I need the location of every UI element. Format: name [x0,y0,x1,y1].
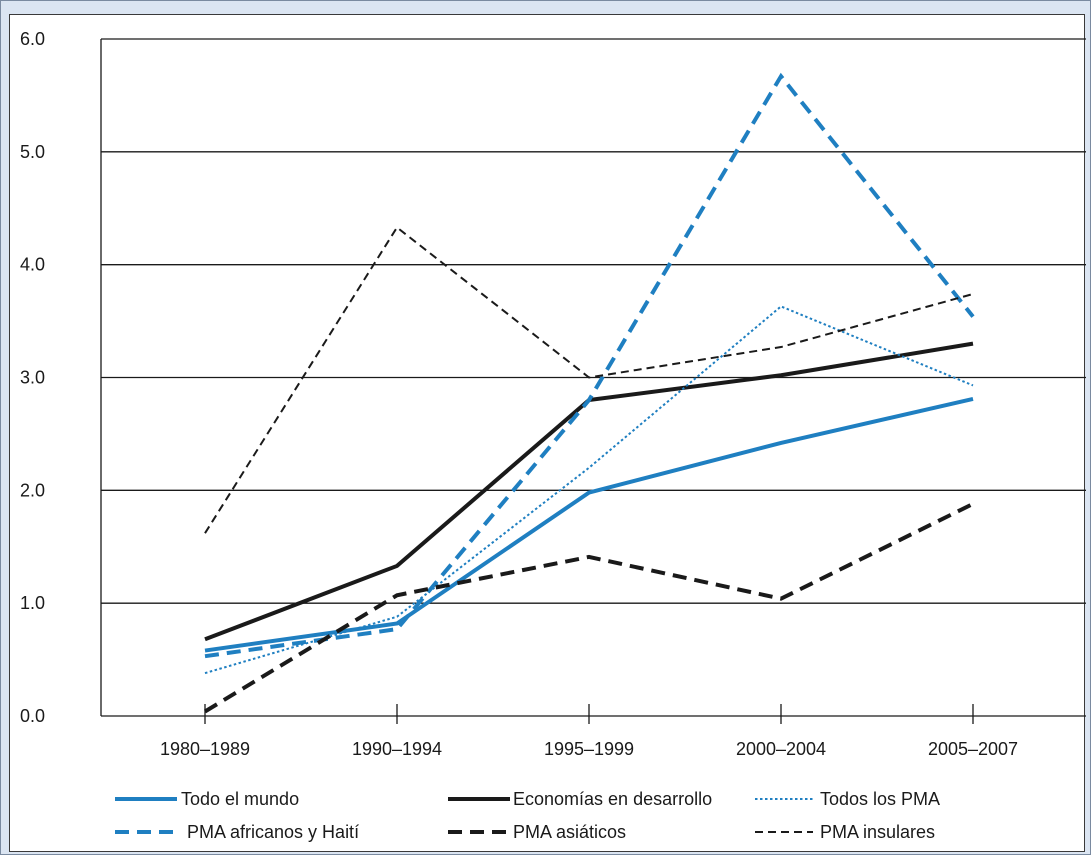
chart-panel: 0.0 1.0 2.0 3.0 4.0 5.0 6.0 1980–1989 1990–1994… [9,14,1086,852]
y-tick-label: 0.0 [20,706,45,726]
series-line-3 [204,72,975,659]
legend-label: PMA insulares [820,822,935,842]
line-chart: 0.0 1.0 2.0 3.0 4.0 5.0 6.0 1980–1989 1990–1994… [20,29,1086,842]
legend-label: Economías en desarrollo [513,789,712,809]
legend-label: PMA africanos y Haití [187,822,359,842]
grid-lines [101,151,1086,604]
series-line-4 [203,502,974,714]
legend-label: Todos los PMA [820,789,940,809]
y-tick-label: 2.0 [20,480,45,500]
series-line-0 [204,396,974,653]
x-tick-label: 2000–2004 [736,739,826,759]
y-tick-label: 5.0 [20,142,45,162]
series-line-5 [204,225,974,534]
x-tick-labels: 1980–1989 1990–1994 1995–1999 2000–2004 2005… [160,704,1018,759]
y-tick-label: 4.0 [20,255,45,275]
legend: Todo el mundo Economías en desarrollo Todo… [115,789,940,842]
legend-label: PMA asiáticos [513,822,626,842]
legend-label: Todo el mundo [181,789,299,809]
x-tick-label: 1980–1989 [160,739,250,759]
series-lines [203,72,975,714]
y-tick-labels: 0.0 1.0 2.0 3.0 4.0 5.0 6.0 [20,29,45,726]
y-tick-label: 1.0 [20,593,45,613]
x-tick-label: 2005–2007 [928,739,1018,759]
y-tick-label: 3.0 [20,368,45,388]
x-tick-label: 1995–1999 [544,739,634,759]
axes [100,38,1086,717]
y-tick-label: 6.0 [20,29,45,49]
x-tick-label: 1990–1994 [352,739,442,759]
